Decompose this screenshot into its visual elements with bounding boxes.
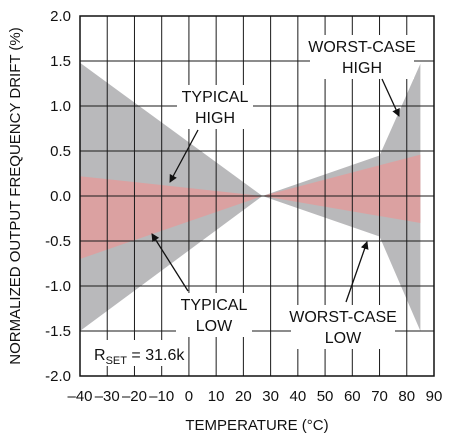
- x-tick-label: –40: [67, 388, 92, 405]
- annotation-typical-low: TYPICAL LOW: [151, 233, 252, 337]
- plot-frame: [79, 15, 435, 377]
- x-tick-label: 70: [371, 388, 388, 405]
- typical-low-arrow: [151, 233, 189, 292]
- rset-main: R: [94, 347, 106, 364]
- x-tick-label: 80: [398, 388, 415, 405]
- x-tick-label: 60: [344, 388, 361, 405]
- typical-high-line2: HIGH: [195, 110, 235, 127]
- y-tick-label: -1.0: [45, 278, 71, 295]
- y-tick-labels: 2.0 1.5 1.0 0.5 0.0 -0.5 -1.0 -1.5 -2.0: [45, 8, 71, 385]
- annotation-worst-low: WORST-CASE LOW: [289, 241, 397, 349]
- annotation-typical-high: TYPICAL HIGH: [169, 85, 253, 183]
- typical-low-line2: LOW: [196, 318, 233, 335]
- worst-low-line2: LOW: [325, 330, 362, 347]
- x-tick-label: 0: [185, 388, 193, 405]
- rset-label-bg: [90, 340, 186, 366]
- y-tick-label: 0.0: [50, 188, 71, 205]
- x-tick-label: 20: [235, 388, 252, 405]
- y-tick-label: 1.5: [50, 53, 71, 70]
- worst-low-line1: WORST-CASE: [289, 309, 397, 326]
- y-tick-label: -0.5: [45, 233, 71, 250]
- y-axis-title: NORMALIZED OUTPUT FREQUENCY DRIFT (%): [7, 27, 24, 365]
- x-tick-label: 50: [317, 388, 334, 405]
- annotation-worst-high: WORST-CASE HIGH: [308, 35, 416, 117]
- typical-high-label-bg: [177, 85, 253, 129]
- y-tick-label: 2.0: [50, 8, 71, 25]
- y-tick-label: 0.5: [50, 143, 71, 160]
- worst-low-arrow: [345, 241, 369, 303]
- worst-low-label-bg: [291, 305, 395, 349]
- rset-subscript: SET: [106, 355, 128, 367]
- typical-low-label-bg: [176, 293, 252, 337]
- x-tick-label: 90: [426, 388, 443, 405]
- typical-high-line1: TYPICAL: [182, 89, 249, 106]
- x-tick-label: 40: [290, 388, 307, 405]
- y-tick-label: 1.0: [50, 98, 71, 115]
- worst-high-label-bg: [310, 35, 414, 79]
- rset-label: RSET = 31.6k: [94, 347, 185, 367]
- rset-value: = 31.6k: [127, 347, 185, 364]
- worst-high-line1: WORST-CASE: [308, 39, 416, 56]
- x-tick-labels: –40 –30 –20 –10 0 10 20 30 40 50 60 70 80 90: [67, 388, 442, 405]
- typical-low-line1: TYPICAL: [181, 297, 248, 314]
- x-tick-label: 10: [208, 388, 225, 405]
- worst-high-arrow: [381, 78, 400, 117]
- y-tick-label: -1.5: [45, 323, 71, 340]
- typical-high-arrow: [169, 129, 199, 183]
- x-tick-label: 30: [262, 388, 279, 405]
- x-tick-label: –10: [149, 388, 174, 405]
- typical-band: [80, 154, 421, 259]
- x-tick-label: –30: [95, 388, 120, 405]
- bands-layer: [80, 62, 421, 332]
- rset-annotation: RSET = 31.6k: [90, 340, 186, 367]
- x-tick-label: –20: [122, 388, 147, 405]
- worst-high-line2: HIGH: [342, 60, 382, 77]
- x-axis-title: TEMPERATURE (°C): [185, 417, 328, 434]
- y-tick-label: -2.0: [45, 368, 71, 385]
